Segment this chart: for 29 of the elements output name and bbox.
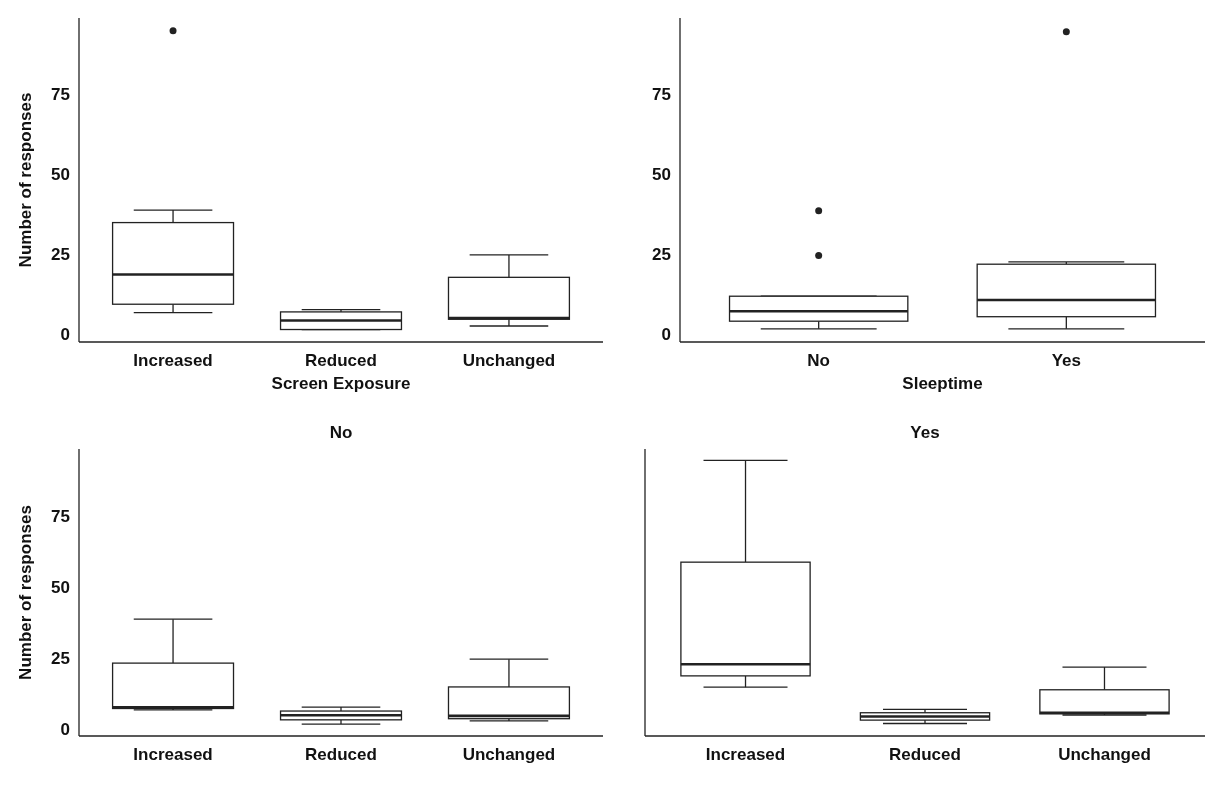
y-tick-label: 0 — [661, 324, 671, 344]
x-tick-label: Increased — [133, 745, 213, 764]
y-tick-label: 0 — [60, 324, 70, 344]
chart-title: No — [329, 423, 353, 442]
y-tick-label: 50 — [51, 577, 70, 597]
x-tick-label: Reduced — [305, 745, 377, 764]
x-tick-label: Unchanged — [462, 351, 556, 370]
y-tick-label: 50 — [652, 164, 671, 184]
x-tick-label: Unchanged — [1058, 745, 1151, 764]
x-tick-label: Increased — [133, 351, 213, 370]
y-tick-label: 75 — [652, 84, 671, 104]
y-tick-label: 25 — [51, 244, 70, 264]
y-tick-label: 50 — [51, 164, 70, 184]
x-tick-label: Unchanged — [462, 745, 556, 764]
chart-title: Yes — [910, 423, 940, 442]
y-tick-label: 25 — [652, 244, 671, 264]
y-tick-label: 0 — [60, 719, 70, 739]
x-tick-label: No — [807, 351, 831, 370]
x-tick-label: Increased — [705, 745, 786, 764]
x-axis-title: Screen Exposure — [271, 374, 411, 393]
x-tick-label: Reduced — [305, 351, 377, 370]
x-axis-title: Sleeptime — [902, 374, 983, 393]
y-axis-title: Number of responses — [16, 505, 35, 680]
x-tick-label: Yes — [1051, 351, 1081, 370]
y-tick-label: 75 — [51, 506, 70, 526]
x-tick-label: Reduced — [889, 745, 961, 764]
y-tick-label: 75 — [51, 84, 70, 104]
y-axis-title: Number of responses — [16, 92, 35, 268]
y-tick-label: 25 — [51, 648, 70, 668]
